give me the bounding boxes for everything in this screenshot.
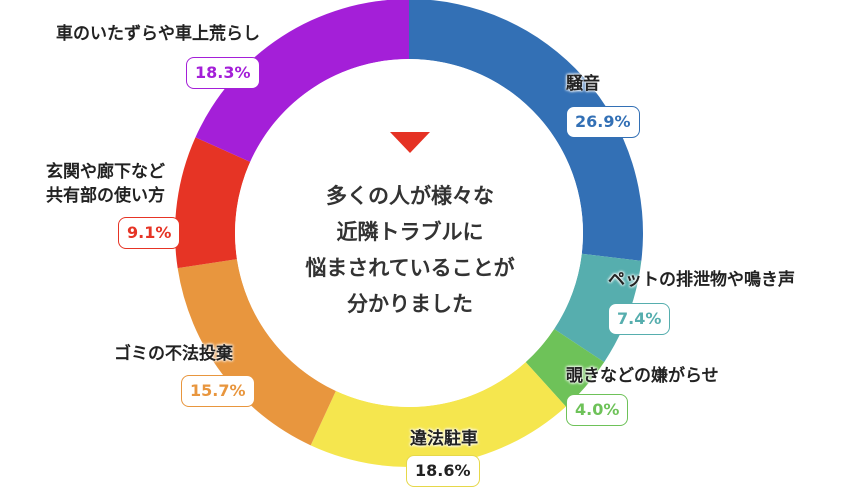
donut-slice-6: [195, 0, 409, 162]
center-line: 分かりました: [347, 292, 473, 316]
donut-slice-5: [174, 137, 251, 269]
slice-label-common-area: 玄関や廊下など 共有部の使い方: [46, 162, 165, 206]
slice-value-car-vandalism: 18.3%: [186, 57, 260, 89]
center-message: 多くの人が様々な 近隣トラブルに 悩まされていることが 分かりました: [265, 178, 555, 322]
slice-label-pet: ペットの排泄物や鳴き声: [608, 270, 795, 290]
slice-label-dumping: ゴミの不法投棄: [114, 344, 233, 364]
slice-value-dumping: 15.7%: [181, 375, 255, 407]
center-line: 近隣トラブルに: [336, 220, 484, 244]
donut-slice-0: [409, 0, 643, 261]
slice-label-noise: 騒音: [566, 74, 600, 94]
center-line: 悩まされていることが: [305, 256, 515, 280]
slice-value-common-area: 9.1%: [118, 217, 181, 249]
center-line: 多くの人が様々な: [326, 184, 494, 208]
donut-slice-2: [525, 328, 605, 407]
down-arrow-icon: [390, 132, 430, 153]
slice-value-harassment: 4.0%: [566, 394, 629, 426]
slice-value-pet: 7.4%: [608, 303, 671, 335]
slice-label-car-vandalism: 車のいたずらや車上荒らし: [56, 24, 260, 44]
donut-hole: [235, 59, 583, 407]
slice-value-noise: 26.9%: [566, 106, 640, 138]
donut-slice-4: [177, 259, 336, 446]
slice-value-parking: 18.6%: [406, 455, 480, 487]
donut-slice-3: [310, 362, 566, 467]
slice-label-harassment: 覗きなどの嫌がらせ: [566, 366, 719, 386]
slice-label-parking: 違法駐車: [410, 429, 478, 449]
